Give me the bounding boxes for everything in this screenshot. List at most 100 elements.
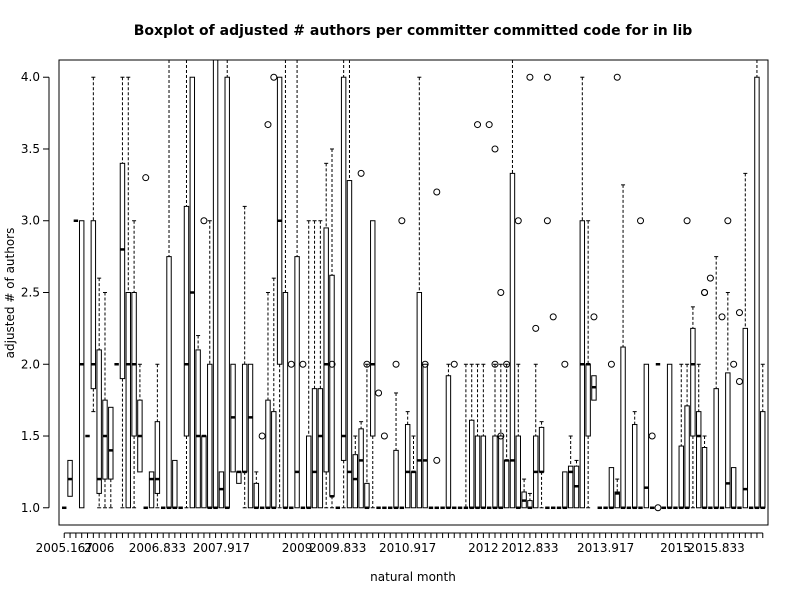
y-tick-label: 1.5 (21, 429, 40, 443)
box-body (614, 491, 620, 509)
box-body (253, 482, 260, 509)
box-111 (701, 289, 709, 510)
box-95 (607, 360, 615, 510)
outlier-point (607, 360, 615, 368)
outlier-point (613, 73, 621, 81)
outlier-point (514, 217, 522, 225)
box-body (474, 435, 481, 509)
box-body (492, 435, 498, 509)
box-37 (270, 73, 278, 510)
box-body (730, 467, 737, 509)
x-tick-label: 2006.833 (129, 541, 186, 555)
box-90 (579, 76, 586, 509)
box-body (317, 388, 324, 509)
outlier-point (421, 360, 429, 368)
box-28 (218, 471, 225, 509)
outlier-point (561, 360, 569, 368)
box-29 (224, 59, 230, 510)
outlier-point (683, 217, 691, 225)
box-body (323, 227, 329, 473)
box-body (422, 363, 428, 509)
box-7 (96, 277, 102, 509)
outlier-point (543, 217, 551, 225)
outlier-point (485, 121, 493, 129)
box-103 (654, 363, 662, 512)
outlier-point (724, 217, 732, 225)
box-59 (398, 217, 406, 510)
y-tick-label: 2.0 (21, 357, 40, 371)
box-23 (189, 76, 196, 509)
box-39 (282, 59, 289, 510)
outlier-point (398, 217, 406, 225)
x-tick-label: 2009 (282, 541, 313, 555)
box-110 (696, 363, 702, 509)
box-body (125, 292, 131, 509)
box-89 (573, 459, 580, 509)
x-tick-label: 2012.833 (501, 541, 558, 555)
box-17 (154, 363, 161, 509)
box-40 (287, 360, 295, 510)
box-73 (480, 363, 487, 510)
x-tick-label: 2013.917 (577, 541, 634, 555)
box-53 (363, 360, 371, 510)
outlier-point (264, 121, 272, 129)
box-body (247, 363, 254, 509)
box-65 (433, 188, 441, 510)
outlier-point (450, 360, 458, 368)
outlier-point (543, 73, 551, 81)
x-tick-label: 2005.167 (36, 541, 93, 555)
box-body (608, 467, 615, 509)
box-51 (352, 435, 359, 509)
box-6 (90, 76, 97, 413)
outlier-point (287, 360, 295, 368)
box-body (352, 454, 359, 509)
box-body (265, 399, 271, 509)
box-9 (108, 406, 114, 509)
box-82 (532, 324, 540, 509)
box-body (498, 435, 504, 509)
box-30 (230, 363, 236, 473)
box-body (201, 435, 207, 509)
box-91 (585, 220, 591, 509)
box-body (468, 419, 475, 509)
box-22 (183, 59, 190, 509)
box-33 (247, 363, 254, 509)
outlier-point (718, 313, 726, 321)
box-107 (678, 363, 684, 510)
box-55 (375, 389, 383, 510)
outlier-point (497, 432, 505, 440)
box-body (567, 465, 574, 509)
box-body (760, 411, 766, 509)
outlier-point (491, 145, 499, 153)
outlier-point (701, 289, 709, 296)
outlier-point (433, 188, 441, 196)
box-115 (724, 217, 732, 509)
box-26 (207, 220, 213, 510)
outlier-point (258, 432, 266, 440)
box-78 (509, 59, 516, 509)
outlier-point (497, 289, 505, 296)
box-body (166, 256, 172, 509)
x-tick-label: 2007.917 (193, 541, 250, 555)
outlier-point (299, 360, 307, 368)
box-38 (276, 76, 283, 509)
box-24 (195, 335, 201, 509)
outlier-point (200, 217, 208, 225)
box-body (311, 388, 318, 509)
box-60 (404, 411, 411, 509)
box-body (212, 59, 219, 509)
box-body (207, 363, 213, 509)
outlier-point (648, 432, 656, 440)
box-36 (264, 121, 272, 510)
y-tick-label: 4.0 (21, 70, 40, 84)
box-113 (713, 256, 719, 510)
box-body (393, 449, 399, 509)
box-body (358, 428, 364, 509)
x-tick-label: 2009.833 (309, 541, 366, 555)
box-body (340, 76, 347, 461)
box-body (410, 471, 417, 509)
box-114 (718, 313, 726, 510)
box-87 (561, 360, 569, 510)
